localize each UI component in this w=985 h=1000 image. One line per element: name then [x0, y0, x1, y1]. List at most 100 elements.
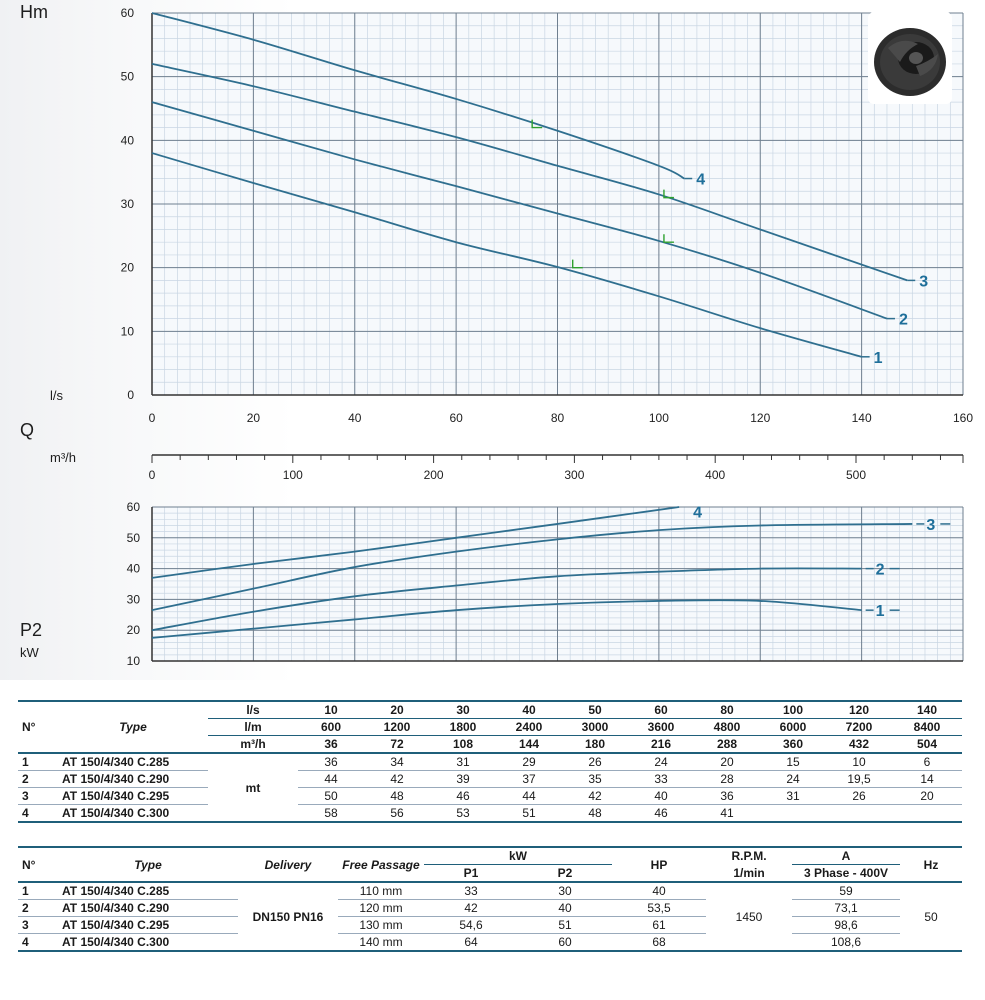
col-header-p1: P1: [463, 866, 479, 880]
lm-value: 8400: [892, 718, 962, 736]
unit-mt: mt: [208, 753, 298, 823]
power-y-tick-label: 50: [127, 531, 141, 545]
ls-label: l/s: [50, 388, 63, 403]
row-type: AT 150/4/340 C.295: [58, 787, 208, 805]
row-number: 4: [22, 806, 29, 820]
power-y-tick-label: 60: [127, 500, 141, 514]
head-value: 34: [364, 753, 430, 771]
m3h-tick-label: 0: [149, 468, 156, 482]
amp-value: 59: [792, 882, 900, 900]
impeller-icon: [868, 12, 952, 104]
best-efficiency-marker: [531, 119, 543, 129]
head-value: 15: [760, 753, 826, 771]
m3h-tick-label: 500: [846, 468, 866, 482]
row-number: 3: [18, 916, 58, 934]
head-value: 35: [562, 770, 628, 788]
amp-value: 73,1: [792, 899, 900, 917]
m3h-value: 180: [584, 737, 606, 751]
head-value: 31: [760, 787, 826, 805]
power-curve-1: [151, 599, 862, 639]
lm-value: 7200: [826, 718, 892, 736]
table-row: 2 AT 150/4/340 C.290 120 mm 42 40 53,5 73,1: [18, 899, 962, 917]
m3h-tick-label: 200: [424, 468, 444, 482]
kw-label: kW: [20, 645, 39, 660]
ls-value: 40: [496, 701, 562, 719]
ls-value: 30: [430, 701, 496, 719]
m3h-value: 360: [782, 737, 804, 751]
p1-value: 33: [424, 882, 518, 900]
row-number: 2: [18, 899, 58, 917]
head-chart: 0 20 40 60 80 100 120 140 160 0 10 20 30 40 50 60 1 2 3 4: [121, 6, 974, 425]
lm-value: 3600: [628, 718, 694, 736]
power-y-tick-label: 40: [127, 562, 141, 576]
unit-lm: l/m: [208, 718, 298, 736]
head-curve-4: [151, 12, 685, 180]
head-value: 6: [892, 753, 962, 771]
lm-value: 6000: [760, 718, 826, 736]
col-header-type: Type: [119, 720, 147, 734]
head-value: 46: [654, 806, 668, 820]
head-value: 20: [694, 753, 760, 771]
table-row: 1 AT 150/4/340 C.285 DN150 PN16 110 mm 33 30 4…: [18, 882, 962, 952]
row-number: 2: [18, 770, 58, 788]
head-value: 26: [562, 753, 628, 771]
row-type: AT 150/4/340 C.300: [62, 935, 170, 949]
row-type: AT 150/4/340 C.295: [58, 916, 238, 934]
head-value: 51: [522, 806, 536, 820]
col-header-hz: Hz: [923, 857, 939, 872]
row-number: 3: [18, 787, 58, 805]
lm-value: 4800: [694, 718, 760, 736]
ls-value: 140: [892, 701, 962, 719]
p2-value: 30: [518, 882, 612, 900]
power-curve-4: [151, 506, 680, 579]
ls-value: 10: [298, 701, 364, 719]
head-y-tick-label: 20: [121, 261, 135, 275]
head-value: [826, 805, 892, 823]
power-curve-label-4: 4: [693, 505, 702, 522]
head-value: 28: [694, 770, 760, 788]
head-curve-label-3: 3: [919, 273, 928, 290]
lm-value: 3000: [562, 718, 628, 736]
amp-value: 98,6: [792, 916, 900, 934]
head-value: 44: [496, 787, 562, 805]
head-value: 29: [496, 753, 562, 771]
rpm-value: 1450: [706, 882, 792, 952]
col-header-free-passage: Free Passage: [342, 857, 420, 872]
head-curve-label-4: 4: [696, 172, 705, 189]
col-header-delivery: Delivery: [264, 857, 312, 872]
head-curve-label-2: 2: [899, 312, 908, 329]
head-y-tick-label: 40: [121, 133, 135, 147]
row-number: 4: [22, 935, 29, 949]
col-header-a: A: [792, 847, 900, 865]
col-header-kw: kW: [424, 847, 612, 865]
col-header-n: N°: [22, 720, 36, 734]
head-value: 36: [694, 787, 760, 805]
row-type: AT 150/4/340 C.300: [62, 806, 170, 820]
head-value: 24: [760, 770, 826, 788]
head-value: 20: [892, 787, 962, 805]
head-value: 48: [364, 787, 430, 805]
col-header-n: N°: [22, 857, 36, 872]
ls-value: 80: [694, 701, 760, 719]
power-curve-3: [151, 523, 913, 612]
table-row: 2 AT 150/4/340 C.290 44 42 39 37 35 33 28 24 19,5 1…: [18, 770, 962, 788]
row-number: 1: [18, 753, 58, 771]
power-curve-label-2: 2: [876, 562, 885, 579]
head-value: 40: [628, 787, 694, 805]
hp-value: 61: [612, 916, 706, 934]
unit-ls: l/s: [208, 701, 298, 719]
m3h-value: 72: [390, 737, 404, 751]
head-y-tick-label: 30: [121, 197, 135, 211]
row-type: AT 150/4/340 C.290: [58, 770, 208, 788]
power-curve-label-1: 1: [876, 603, 885, 620]
ls-value: 100: [760, 701, 826, 719]
table-row: 3 AT 150/4/340 C.295 50 48 46 44 42 40 36 31 26 20: [18, 787, 962, 805]
head-value: 24: [628, 753, 694, 771]
p1-value: 54,6: [424, 916, 518, 934]
head-curve-2: [151, 101, 888, 320]
m3h-value: 432: [848, 737, 870, 751]
best-efficiency-marker: [663, 234, 674, 243]
m3h-tick-label: 400: [705, 468, 725, 482]
power-chart: 10 20 30 40 50 60 1 2 3 4: [127, 500, 964, 668]
head-x-tick-label: 80: [551, 411, 565, 425]
